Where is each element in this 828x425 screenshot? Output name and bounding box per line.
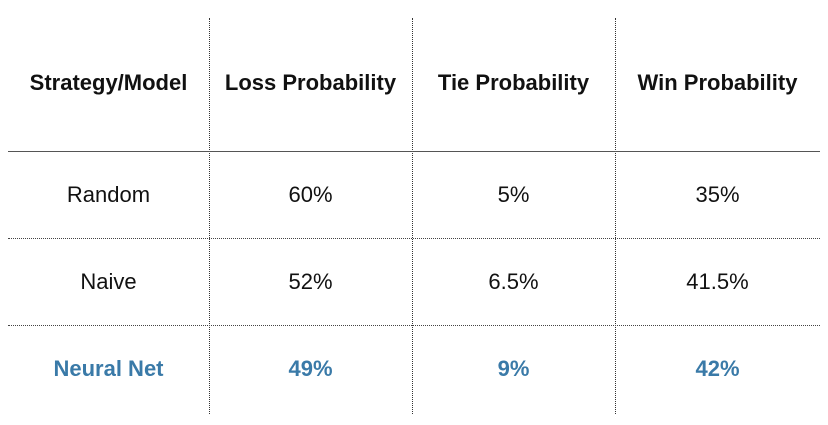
header-win-probability: Win Probability [637,70,798,95]
cell-loss: 60% [288,182,333,207]
column-divider [615,18,616,414]
results-table: Strategy/Model Loss Probability Tie Prob… [8,18,820,414]
column-divider [209,18,210,414]
cell-model: Random [66,182,151,207]
cell-model: Neural Net [53,356,164,381]
cell-tie: 9% [497,356,530,381]
cell-loss: 52% [288,269,333,294]
cell-tie: 5% [497,182,530,207]
cell-loss: 49% [288,356,333,381]
cell-win: 35% [695,182,740,207]
cell-model: Naive [80,269,137,294]
header-separator [8,151,820,152]
row-separator [8,238,820,239]
cell-tie: 6.5% [488,269,539,294]
row-separator [8,325,820,326]
cell-win: 42% [695,356,740,381]
cell-win: 41.5% [686,269,749,294]
column-divider [412,18,413,414]
header-loss-probability: Loss Probability [224,70,397,95]
header-strategy-model: Strategy/Model [29,70,188,95]
header-tie-probability: Tie Probability [437,70,590,95]
